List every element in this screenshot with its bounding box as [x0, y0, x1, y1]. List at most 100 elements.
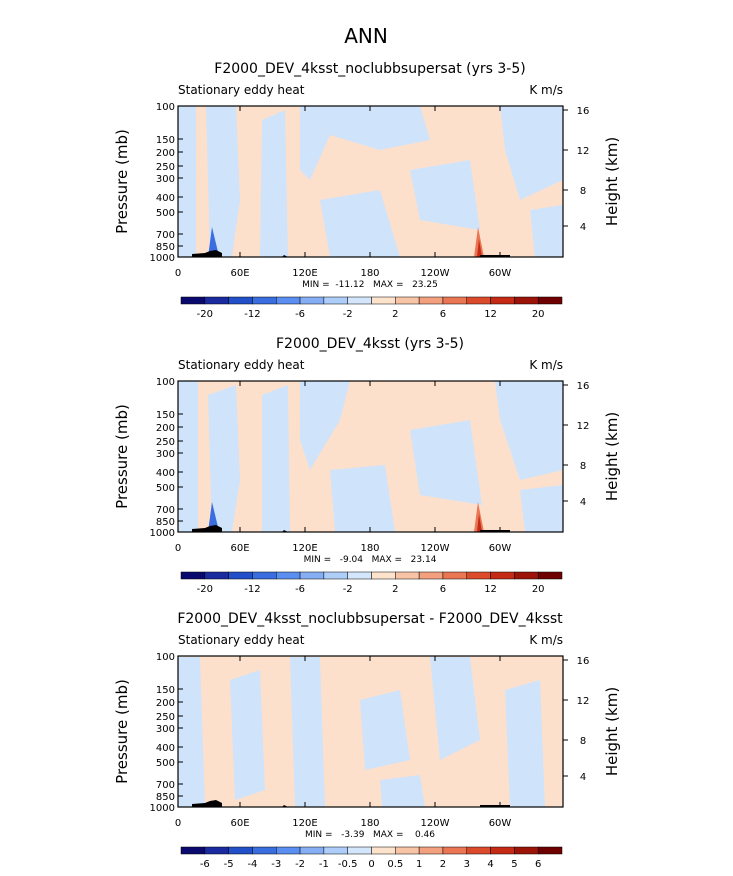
colorbar-label: -0.5: [338, 859, 358, 870]
y2-tick-label: 16: [577, 381, 590, 392]
contour-region: [380, 775, 425, 807]
colorbar-box: [490, 846, 515, 855]
colorbar-label: -6: [200, 859, 210, 870]
y-tick-label: 150: [156, 410, 175, 421]
y2-tick-label: 12: [577, 146, 590, 157]
y2-tick-label: 16: [577, 106, 590, 117]
contour-region: [178, 657, 205, 807]
y-tick-label: 500: [156, 483, 175, 494]
colorbar-box: [514, 296, 539, 305]
colorbar-label: 0: [368, 859, 374, 870]
y-tick-label: 100: [156, 102, 175, 113]
colorbar-box: [204, 571, 229, 580]
y-tick-label: 400: [156, 743, 175, 754]
y-tick-label: 500: [156, 208, 175, 219]
colorbar-label: -12: [244, 584, 260, 595]
colorbar-label: -2: [343, 584, 353, 595]
contour-region: [505, 680, 545, 807]
colorbar-box: [466, 571, 491, 580]
y2-tick-label: 8: [580, 736, 586, 747]
colorbar-label: 20: [532, 584, 545, 595]
colorbar-label: -4: [247, 859, 257, 870]
colorbar-label: -6: [295, 309, 305, 320]
y-tick-label: 1000: [150, 803, 175, 814]
colorbar-box: [395, 571, 420, 580]
y2-axis-label: Height (km): [603, 687, 621, 776]
y-tick-label: 150: [156, 685, 175, 696]
colorbar-box: [347, 571, 372, 580]
y2-axis-label: Height (km): [603, 412, 621, 501]
y2-tick-label: 4: [580, 497, 586, 508]
colorbar-label: 2: [392, 584, 398, 595]
colorbar-box: [514, 571, 539, 580]
colorbar-box: [371, 571, 396, 580]
colorbar-label: -20: [197, 584, 213, 595]
colorbar-box: [276, 296, 301, 305]
contour-region: [410, 160, 480, 230]
colorbar-box: [323, 571, 348, 580]
x-tick-label: 60W: [489, 543, 512, 554]
colorbar-label: -3: [271, 859, 281, 870]
colorbar-label: 3: [464, 859, 470, 870]
colorbar-label: 0.5: [387, 859, 403, 870]
colorbar-box: [395, 846, 420, 855]
right-label: K m/s: [529, 358, 563, 372]
colorbar-box: [371, 846, 396, 855]
y2-tick-label: 16: [577, 656, 590, 667]
contour-region: [300, 106, 430, 180]
colorbar-box: [228, 571, 253, 580]
colorbar-label: -5: [224, 859, 234, 870]
colorbar-label: 12: [484, 309, 497, 320]
y-tick-label: 200: [156, 423, 175, 434]
stats: MIN = -11.12 MAX = 23.25: [302, 280, 438, 290]
contour-region: [495, 381, 563, 480]
y2-tick-label: 4: [580, 222, 586, 233]
y-tick-label: 200: [156, 148, 175, 159]
stats: MIN = -3.39 MAX = 0.46: [305, 830, 435, 840]
contour-region: [530, 205, 563, 257]
panel-title: F2000_DEV_4ksst_noclubbsupersat - F2000_…: [177, 611, 563, 627]
y-tick-label: 300: [156, 174, 175, 185]
y-tick-label: 1000: [150, 253, 175, 264]
colorbar-label: 1: [416, 859, 422, 870]
y-tick-label: 700: [156, 230, 175, 241]
colorbar-box: [442, 571, 467, 580]
x-tick-label: 120E: [292, 543, 317, 554]
figure-title: ANN: [344, 24, 388, 48]
contour-region: [260, 110, 288, 257]
y-tick-label: 250: [156, 162, 175, 173]
contour-region: [206, 106, 240, 257]
y-tick-label: 250: [156, 437, 175, 448]
colorbar-box: [299, 846, 325, 855]
colorbar-label: 2: [392, 309, 398, 320]
y-tick-label: 700: [156, 780, 175, 791]
colorbar-box: [514, 846, 539, 855]
contour-region: [500, 106, 563, 200]
contour-region: [477, 239, 482, 257]
colorbar-box: [299, 296, 325, 305]
colorbar-box: [228, 296, 253, 305]
colorbar-box: [180, 571, 206, 580]
colorbar-box: [276, 571, 301, 580]
x-tick-label: 120W: [421, 268, 450, 279]
x-tick-label: 60W: [489, 268, 512, 279]
colorbar-box: [537, 571, 563, 580]
colorbar-box: [418, 571, 444, 580]
contour-region: [230, 670, 265, 800]
y-tick-label: 400: [156, 193, 175, 204]
colorbar-label: -6: [295, 584, 305, 595]
colorbar-box: [466, 296, 491, 305]
contour-region: [430, 657, 480, 760]
y-tick-label: 500: [156, 758, 175, 769]
y-axis-label: Pressure (mb): [113, 404, 131, 509]
contour-region: [208, 385, 240, 532]
panel-title: F2000_DEV_4ksst (yrs 3-5): [276, 336, 464, 352]
y2-tick-label: 8: [580, 186, 586, 197]
contour-region: [178, 106, 196, 257]
y2-tick-label: 12: [577, 421, 590, 432]
contour-region: [360, 690, 410, 770]
y-tick-label: 300: [156, 449, 175, 460]
y-tick-label: 300: [156, 724, 175, 735]
contour-region: [330, 465, 395, 532]
